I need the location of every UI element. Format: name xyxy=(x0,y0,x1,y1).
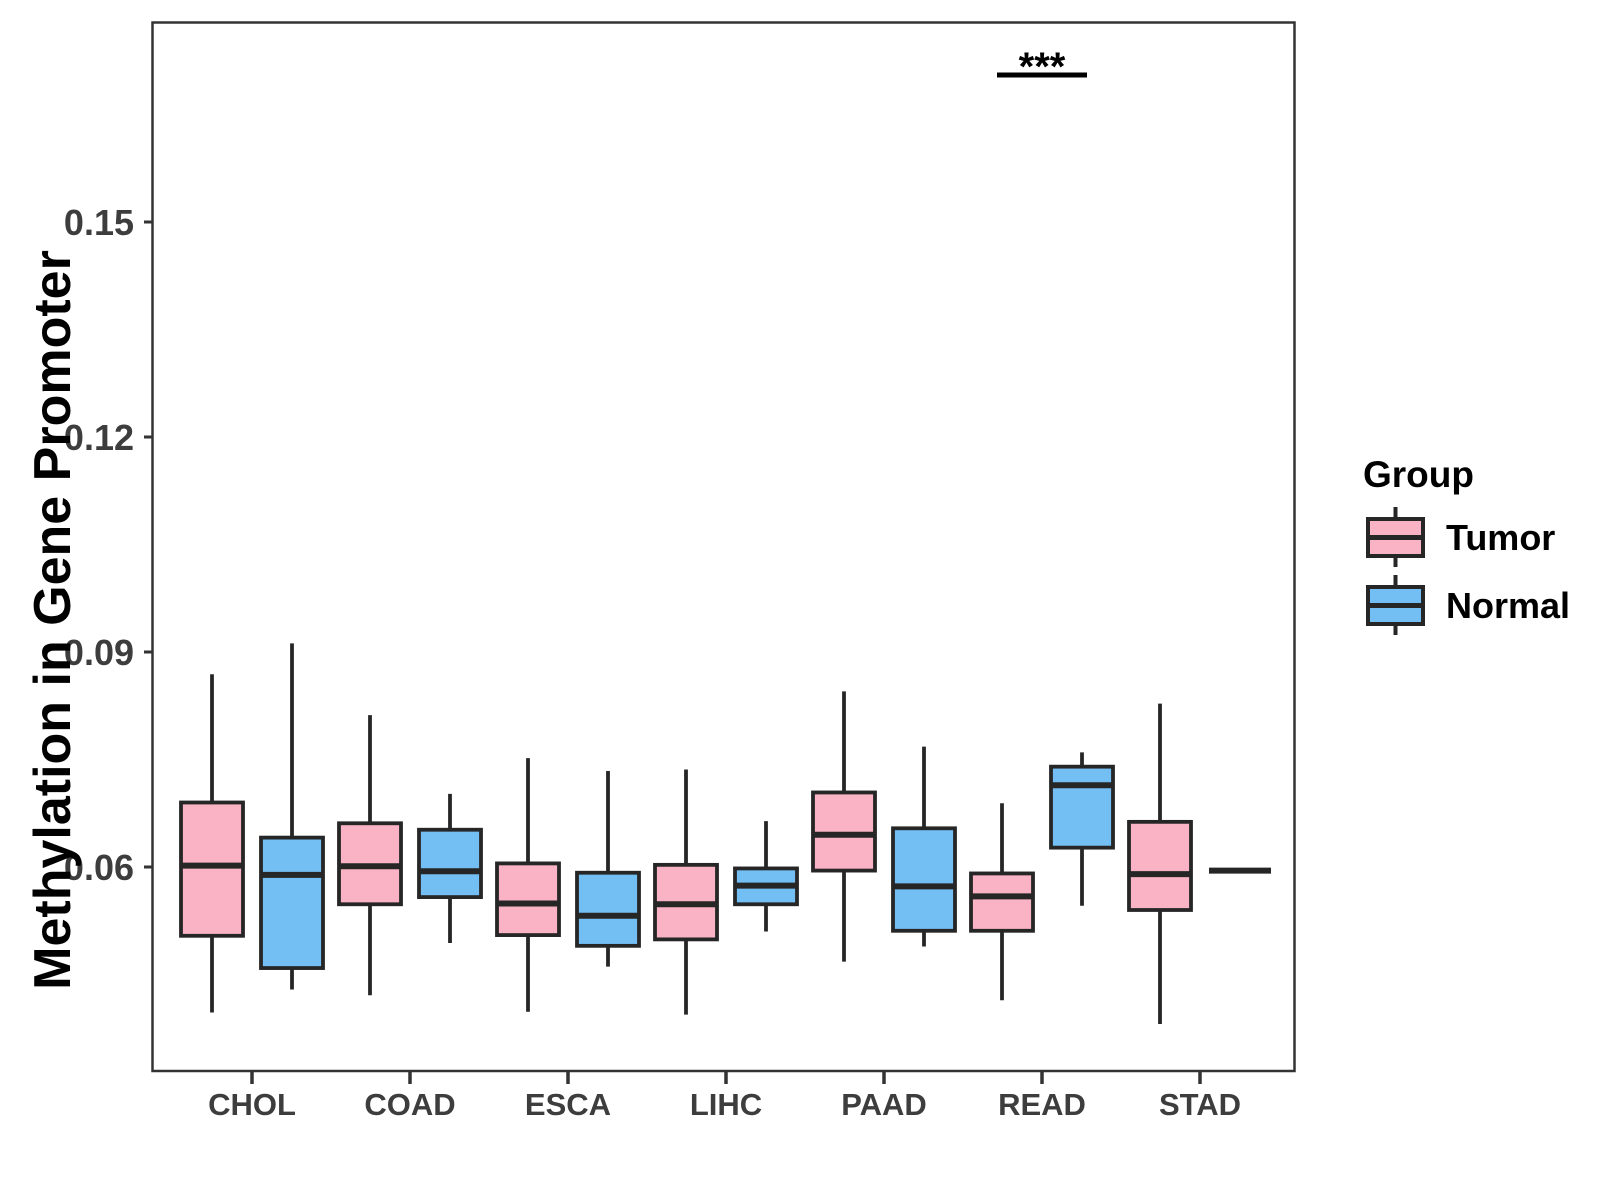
box-COAD-Normal xyxy=(417,827,483,900)
boxplot-series xyxy=(179,643,1271,1024)
legend-title: Group xyxy=(1363,454,1474,495)
legend-label-tumor: Tumor xyxy=(1446,517,1555,558)
y-tick-label-0.12: 0.12 xyxy=(64,417,134,458)
x-tick-label-PAAD: PAAD xyxy=(841,1087,927,1122)
y-tick-label-0.15: 0.15 xyxy=(64,202,134,243)
y-tick-label-0.06: 0.06 xyxy=(64,847,134,888)
boxplot-CHOL-Normal xyxy=(259,643,325,990)
box-ESCA-Normal xyxy=(575,870,641,948)
boxplot-CHOL-Tumor xyxy=(179,674,245,1013)
legend-key-normal: Normal xyxy=(1366,575,1570,635)
x-tick-label-LIHC: LIHC xyxy=(690,1087,762,1122)
legend: Group Tumor Normal xyxy=(1363,454,1570,635)
box-CHOL-Tumor xyxy=(179,800,245,938)
boxplot-PAAD-Normal xyxy=(891,746,957,947)
box-READ-Tumor xyxy=(969,871,1035,933)
box-STAD-Tumor xyxy=(1127,819,1193,912)
x-tick-label-COAD: COAD xyxy=(364,1087,455,1122)
boxplot-READ-Normal xyxy=(1049,752,1115,906)
x-tick-label-ESCA: ESCA xyxy=(525,1087,611,1122)
x-tick-label-CHOL: CHOL xyxy=(208,1087,296,1122)
legend-label-normal: Normal xyxy=(1446,585,1570,626)
x-tick-label-READ: READ xyxy=(998,1087,1086,1122)
boxplot-LIHC-Normal xyxy=(733,821,799,932)
significance-annotation: *** xyxy=(997,45,1087,89)
boxplot-PAAD-Tumor xyxy=(811,691,877,962)
y-axis: 0.06 0.09 0.12 0.15 xyxy=(64,202,153,888)
box-PAAD-Tumor xyxy=(811,790,877,873)
legend-key-tumor: Tumor xyxy=(1366,507,1555,567)
box-READ-Normal xyxy=(1049,764,1115,850)
boxplot-ESCA-Normal xyxy=(575,770,641,967)
box-CHOL-Normal xyxy=(259,835,325,970)
boxplot-COAD-Tumor xyxy=(337,715,403,996)
x-tick-label-STAD: STAD xyxy=(1159,1087,1241,1122)
significance-stars: *** xyxy=(1019,45,1066,89)
y-tick-label-0.09: 0.09 xyxy=(64,632,134,673)
x-axis: CHOL COAD ESCA LIHC PAAD READ STAD xyxy=(208,1071,1241,1122)
y-axis-title: Methylation in Gene Promoter xyxy=(24,250,82,990)
box-ESCA-Tumor xyxy=(495,861,561,937)
boxplot-LIHC-Tumor xyxy=(653,769,719,1015)
boxplot-COAD-Normal xyxy=(417,793,483,943)
boxplot-READ-Tumor xyxy=(969,803,1035,1001)
box-PAAD-Normal xyxy=(891,826,957,933)
boxplot-STAD-Tumor xyxy=(1127,703,1193,1024)
boxplot-ESCA-Tumor xyxy=(495,758,561,1012)
